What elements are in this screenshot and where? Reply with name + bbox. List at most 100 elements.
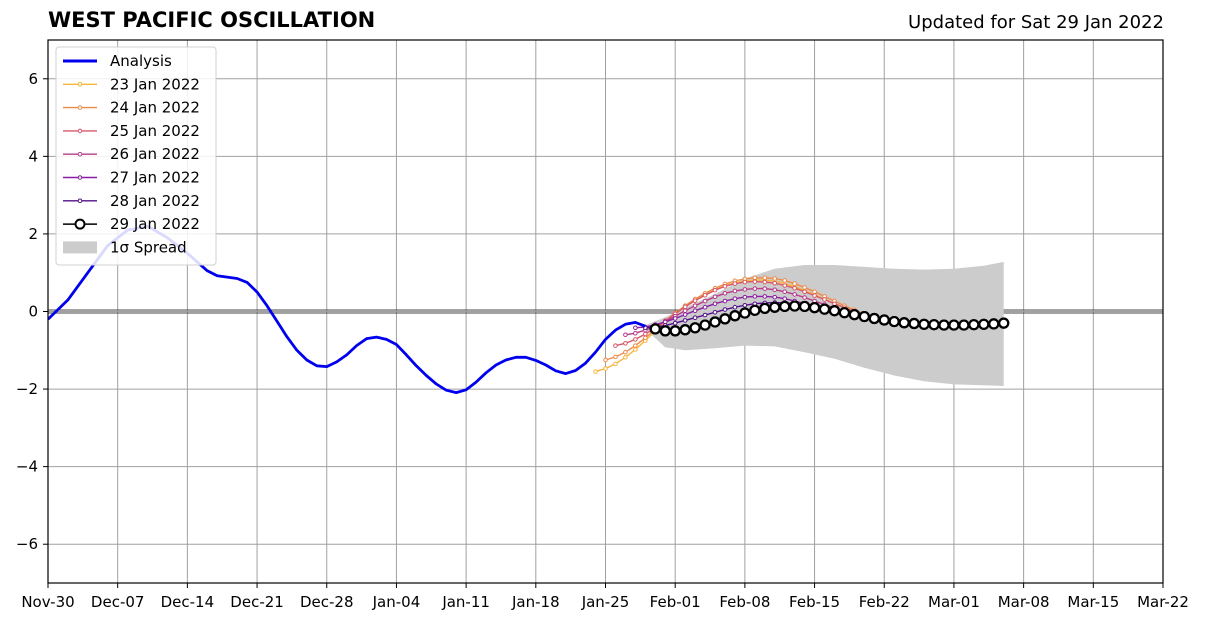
data-point xyxy=(812,289,817,295)
data-point xyxy=(722,283,728,289)
data-point xyxy=(769,301,781,313)
data-point xyxy=(712,301,718,307)
data-point xyxy=(593,369,598,374)
legend-marker xyxy=(77,82,83,87)
data-point xyxy=(712,309,718,315)
y-tick-label: 0 xyxy=(28,303,38,321)
legend-label: 24 Jan 2022 xyxy=(110,99,200,117)
data-point xyxy=(679,324,691,336)
data-point xyxy=(682,304,688,310)
data-point xyxy=(772,294,778,300)
x-tick-label: Jan-04 xyxy=(372,593,421,611)
data-point xyxy=(958,319,970,331)
data-point xyxy=(858,310,870,323)
x-tick-label: Jan-18 xyxy=(511,593,560,611)
data-point xyxy=(908,317,920,330)
legend-label: 25 Jan 2022 xyxy=(110,122,200,140)
data-point xyxy=(808,302,821,314)
data-point xyxy=(968,319,980,331)
data-point xyxy=(779,300,791,313)
legend-marker xyxy=(77,105,83,110)
x-tick-label: Dec-07 xyxy=(91,593,145,611)
legend-box xyxy=(55,46,217,266)
data-point xyxy=(633,347,638,352)
data-point xyxy=(672,316,678,321)
x-tick-label: Feb-08 xyxy=(719,593,770,611)
data-point xyxy=(692,308,698,314)
data-point xyxy=(878,314,890,326)
data-point xyxy=(702,312,708,318)
data-point xyxy=(948,319,960,331)
data-point xyxy=(742,302,748,308)
data-point xyxy=(623,332,628,338)
x-axis: Nov-30 Dec-07 Dec-14 Dec-21 Dec-28 Jan-04 Jan-… xyxy=(21,583,1189,611)
x-tick-label: Mar-08 xyxy=(998,593,1050,611)
y-tick-label: 2 xyxy=(28,225,38,243)
data-point xyxy=(649,323,661,335)
data-point xyxy=(998,317,1010,329)
y-tick-label: −2 xyxy=(16,380,38,398)
data-point xyxy=(818,303,831,315)
legend-marker xyxy=(74,218,86,230)
data-point xyxy=(682,318,688,323)
x-tick-label: Feb-15 xyxy=(789,593,840,611)
x-tick-label: Nov-30 xyxy=(21,593,74,611)
data-point xyxy=(938,319,950,331)
data-point xyxy=(722,298,728,304)
data-point xyxy=(782,283,787,288)
legend-item: 1σ Spread xyxy=(63,238,187,256)
data-point xyxy=(812,293,817,298)
data-point xyxy=(772,276,778,281)
data-point xyxy=(762,286,768,291)
data-point xyxy=(848,309,860,321)
data-point xyxy=(603,366,608,371)
data-point xyxy=(762,279,768,285)
legend-marker xyxy=(77,198,83,204)
x-tick-label: Dec-14 xyxy=(161,593,215,611)
x-tick-label: Feb-22 xyxy=(859,593,910,611)
legend-item: 26 Jan 2022 xyxy=(63,145,200,163)
y-axis: −6 −4 −2 0 2 4 6 xyxy=(16,70,48,553)
data-point xyxy=(802,285,807,290)
data-point xyxy=(689,322,701,334)
data-point xyxy=(759,302,771,314)
x-tick-label: Dec-21 xyxy=(230,593,284,611)
data-point xyxy=(732,288,738,294)
x-tick-label: Dec-28 xyxy=(300,593,354,611)
data-point xyxy=(988,318,1000,330)
analysis-line xyxy=(48,224,646,395)
data-point xyxy=(888,315,900,328)
data-point xyxy=(772,280,778,286)
data-point xyxy=(672,320,678,326)
data-point xyxy=(762,294,768,299)
plot-area xyxy=(48,224,1010,395)
legend-item: 28 Jan 2022 xyxy=(63,192,200,210)
data-point xyxy=(659,325,671,337)
data-point xyxy=(742,287,748,292)
data-point xyxy=(613,343,618,348)
data-point xyxy=(682,308,688,314)
legend-marker xyxy=(77,151,83,157)
x-tick-label: Mar-22 xyxy=(1137,593,1189,611)
data-point xyxy=(832,301,837,307)
data-point xyxy=(802,295,807,300)
data-point xyxy=(782,278,787,283)
data-point xyxy=(709,316,721,328)
data-point xyxy=(712,294,718,300)
data-point xyxy=(682,312,688,317)
data-point xyxy=(613,354,618,360)
data-point xyxy=(643,331,648,337)
data-point xyxy=(633,343,638,348)
data-point xyxy=(868,312,880,325)
data-point xyxy=(692,315,698,321)
legend-item: 29 Jan 2022 xyxy=(63,215,200,233)
data-point xyxy=(772,287,778,293)
legend-item: 23 Jan 2022 xyxy=(63,75,200,93)
data-point xyxy=(799,300,811,313)
data-point xyxy=(828,305,841,317)
x-tick-label: Mar-15 xyxy=(1067,593,1119,611)
y-tick-label: 6 xyxy=(28,70,38,88)
legend-item: 25 Jan 2022 xyxy=(63,122,200,140)
data-point xyxy=(749,304,761,316)
data-point xyxy=(752,294,758,299)
